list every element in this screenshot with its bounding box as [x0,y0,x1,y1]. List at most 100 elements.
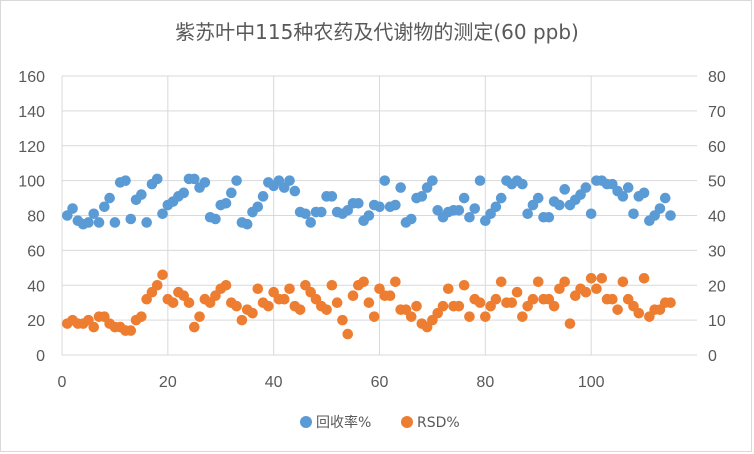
rsd-point [88,321,100,333]
rsd-point [564,318,576,329]
recovery-point [453,204,465,216]
rsd-point [596,272,608,284]
y-tick-label-right: 10 [708,313,726,330]
rsd-point [363,297,375,308]
rsd-point [612,304,623,315]
recovery-point [284,175,295,186]
rsd-point [342,328,354,340]
rsd-point [321,304,332,315]
recovery-point [67,203,78,214]
recovery-point [622,182,634,193]
recovery-point [199,177,211,188]
recovery-point [416,191,428,202]
rsd-point [390,276,401,288]
rsd-point [442,283,454,295]
recovery-point [315,206,327,218]
rsd-point [548,300,560,312]
rsd-point [437,300,449,312]
x-tick-label: 60 [371,374,389,391]
gridlines [61,75,697,356]
legend-label-recovery: 回收率% [316,414,371,431]
rsd-point [125,325,137,336]
recovery-point [464,211,475,223]
recovery-point [241,218,253,230]
recovery-point [554,199,565,211]
rsd-point [453,300,465,312]
recovery-point [617,191,629,202]
recovery-point [532,192,544,204]
rsd-point [331,297,343,308]
rsd-point [278,293,290,305]
x-tick-label: 0 [58,374,67,391]
recovery-point [395,182,406,193]
rsd-point [480,311,491,322]
rsd-point [368,311,380,322]
recovery-point [363,210,375,221]
recovery-point [517,178,528,190]
rsd-point [527,293,539,305]
y-tick-label-left: 0 [36,348,45,365]
recovery-point [495,192,507,204]
rsd-point [511,286,523,298]
rsd-point [665,297,676,308]
legend-marker-rsd [401,416,413,428]
rsd-point [490,293,502,305]
y-tick-label-left: 140 [18,104,45,121]
x-tick-label: 80 [476,374,494,391]
rsd-point [188,321,200,333]
recovery-point [305,217,317,228]
recovery-point [490,201,502,213]
recovery-point [109,217,121,228]
recovery-point [88,208,100,220]
recovery-point [379,175,391,186]
y-tick-label-right: 80 [708,69,726,86]
recovery-point [178,187,190,199]
data-series [61,173,676,340]
y-tick-label-right: 30 [708,243,726,260]
recovery-point [125,213,137,225]
rsd-point [284,283,295,295]
legend-marker-recovery [300,416,312,428]
rsd-point [638,272,650,284]
rsd-point [337,314,348,326]
legend: 回收率% RSD% [300,414,460,431]
recovery-point [136,189,147,200]
recovery-point [99,201,110,213]
recovery-point [141,217,152,228]
recovery-point [374,201,385,213]
recovery-point [353,197,364,209]
recovery-point [151,173,163,185]
recovery-point [93,217,105,228]
rsd-point [247,307,258,319]
recovery-point [390,199,401,211]
recovery-point [522,208,533,220]
rsd-point [384,290,396,302]
recovery-point [665,210,676,221]
recovery-point [326,191,338,202]
recovery-point [83,217,94,228]
recovery-point [231,175,242,186]
rsd-point [252,283,264,295]
y-tick-label-right: 40 [708,209,726,226]
chart-title: 紫苏叶中115种农药及代谢物的测定(60 ppb) [175,20,579,44]
recovery-point [300,208,311,220]
rsd-point [326,279,338,291]
y-tick-label-left: 20 [27,313,45,330]
series-recovery [61,173,676,230]
rsd-point [263,300,274,312]
y-tick-label-right: 20 [708,278,726,295]
recovery-point [474,175,486,186]
series-rsd [61,269,676,340]
recovery-point [220,197,232,209]
x-tick-label: 100 [578,374,605,391]
rsd-point [495,276,507,288]
rsd-point [347,290,359,302]
recovery-point [257,191,269,202]
recovery-point [659,192,671,204]
y-tick-label-right: 70 [708,104,726,121]
rsd-point [136,311,147,322]
recovery-point [120,175,131,186]
